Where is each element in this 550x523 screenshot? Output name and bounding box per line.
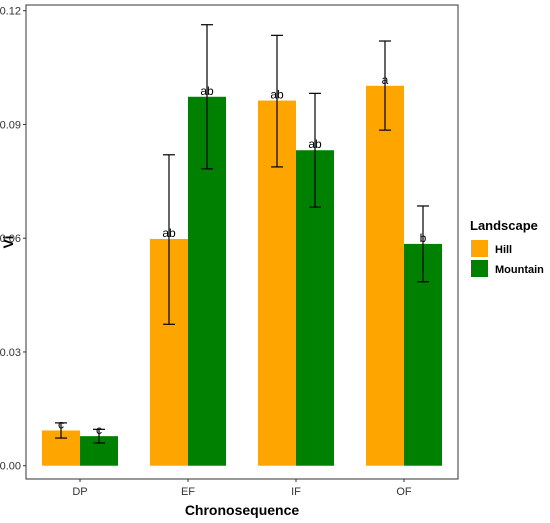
x-axis: DP EF IF OF [72, 479, 412, 498]
x-tick-label: OF [396, 486, 412, 498]
significance-label: b [420, 231, 427, 245]
y-tick-label: 0.00 [0, 461, 21, 473]
significance-label: ab [270, 88, 284, 102]
x-axis-title: Chronosequence [185, 502, 300, 518]
significance-label: ab [200, 84, 214, 98]
y-tick-label: 0.09 [0, 119, 21, 131]
legend-swatch [471, 240, 488, 257]
legend-swatch [471, 260, 488, 277]
y-axis: 0.00 0.03 0.06 0.09 0.12 [0, 6, 26, 473]
y-tick-label: 0.12 [0, 6, 21, 18]
y-tick-label: 0.03 [0, 347, 21, 359]
y-axis-title: Vi [0, 236, 16, 249]
bar [366, 85, 404, 466]
significance-label: ab [162, 226, 176, 240]
error-bars-layer [55, 24, 429, 444]
legend-label: Hill [495, 244, 512, 256]
legend: Landscape Hill Mountain [470, 218, 544, 277]
significance-label: c [58, 417, 64, 431]
significance-label: ab [308, 137, 322, 151]
x-tick-label: DP [72, 486, 87, 498]
y-tick-label: 0.06 [0, 233, 21, 245]
bars-layer [42, 85, 442, 466]
significance-label: a [382, 73, 389, 87]
x-tick-label: IF [291, 486, 301, 498]
legend-title: Landscape [470, 218, 538, 233]
significance-label: c [96, 423, 102, 437]
legend-label: Mountain [495, 264, 544, 276]
x-tick-label: EF [181, 486, 195, 498]
